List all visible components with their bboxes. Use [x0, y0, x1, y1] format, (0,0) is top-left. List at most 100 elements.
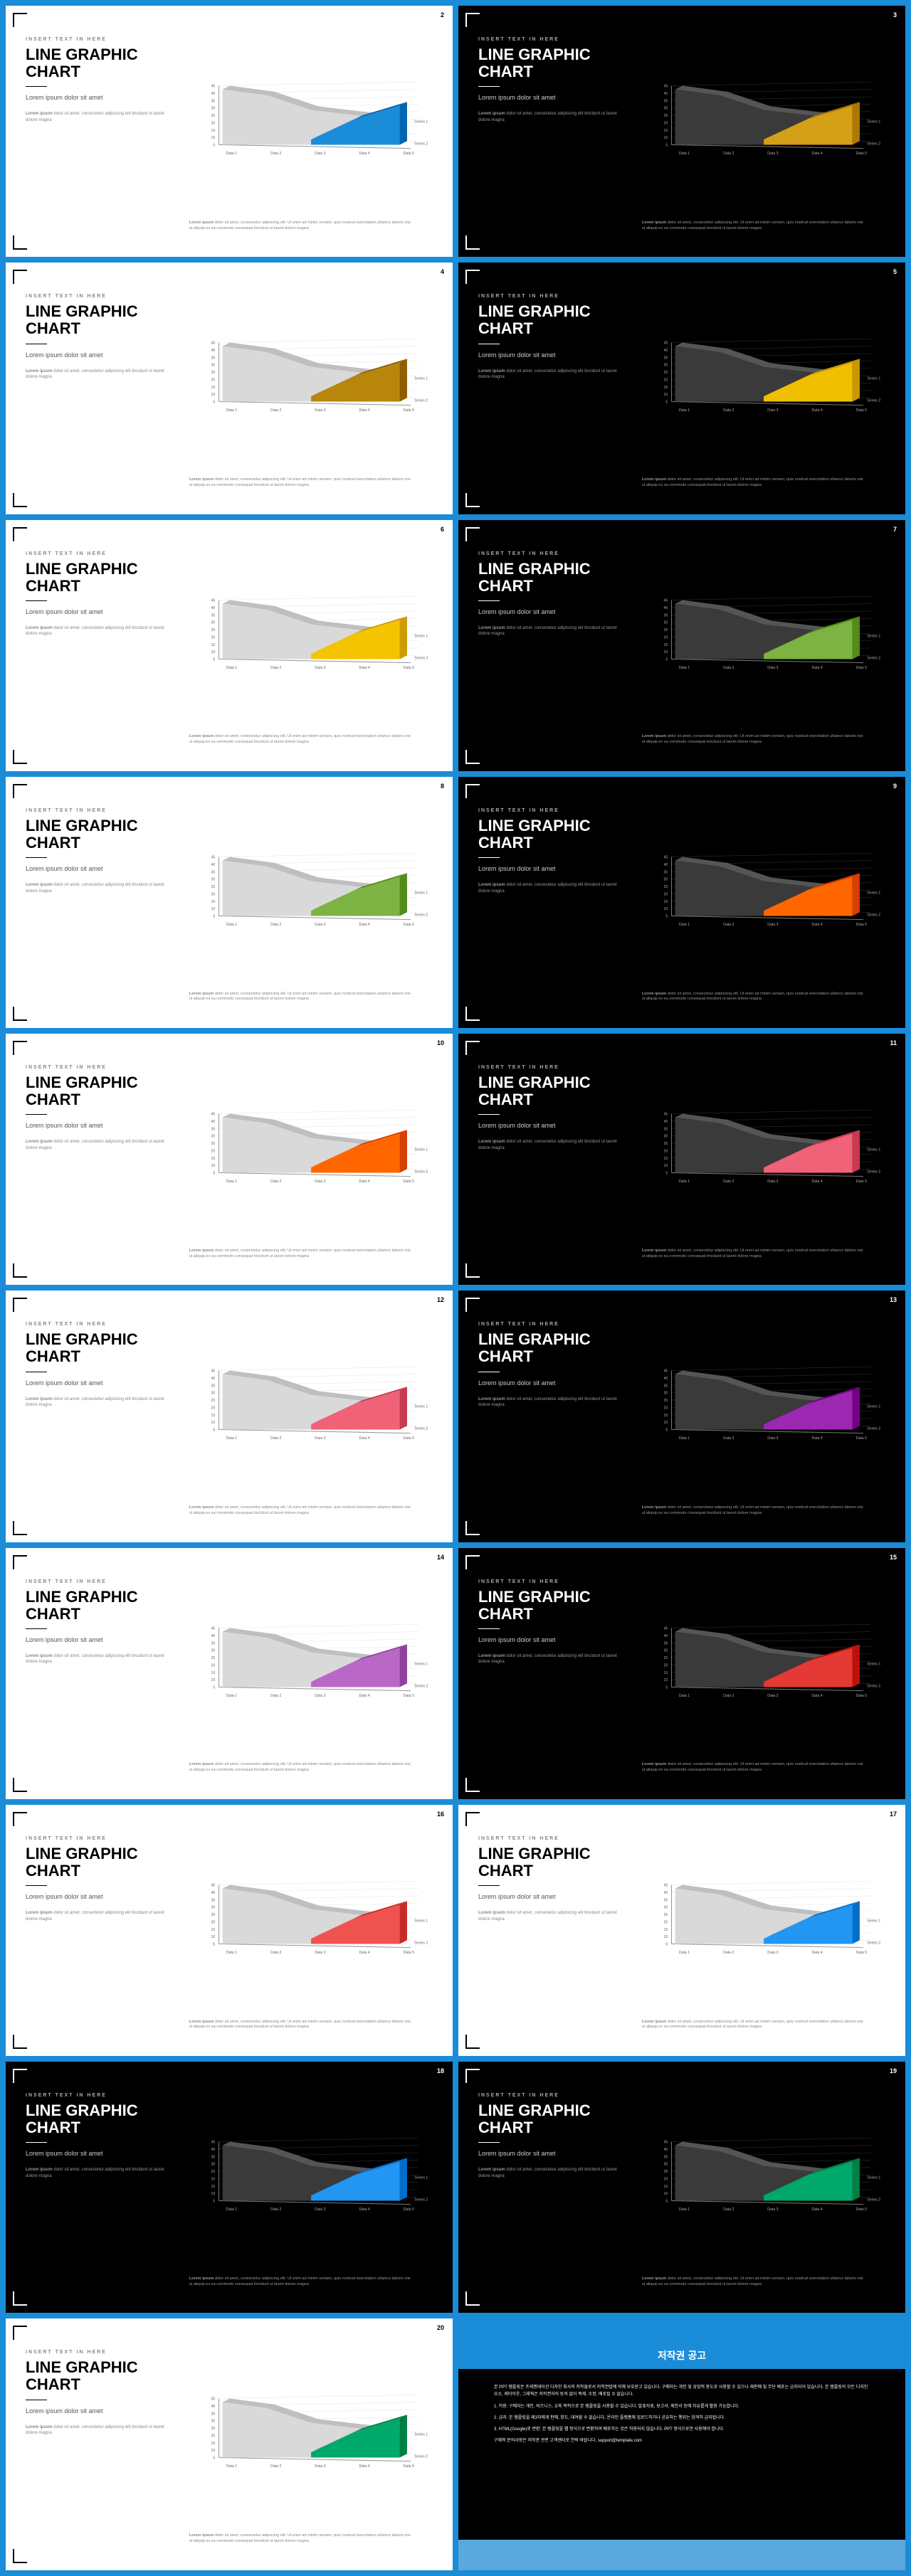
- svg-text:45: 45: [211, 855, 215, 859]
- svg-text:Data 3: Data 3: [767, 152, 778, 156]
- corner-decoration-br: [465, 1521, 480, 1535]
- svg-text:15: 15: [211, 1670, 215, 1675]
- pretitle: INSERT TEXT IN HERE: [26, 808, 175, 813]
- svg-text:30: 30: [663, 877, 668, 881]
- svg-text:Data 4: Data 4: [811, 408, 822, 413]
- svg-text:10: 10: [663, 650, 668, 654]
- svg-text:45: 45: [663, 1626, 668, 1631]
- pretitle: INSERT TEXT IN HERE: [26, 294, 175, 299]
- svg-text:Data 1: Data 1: [226, 2207, 237, 2212]
- svg-text:5: 5: [665, 914, 668, 918]
- svg-text:5: 5: [665, 2200, 668, 2204]
- svg-text:Data 1: Data 1: [679, 2207, 690, 2212]
- footer-text: Lorem ipsum dolor sit amet, consectetur …: [189, 2276, 413, 2287]
- divider: [26, 857, 47, 858]
- svg-text:Series 2: Series 2: [867, 913, 880, 917]
- subtitle: Lorem ipsum dolor sit amet: [478, 1636, 628, 1643]
- svg-text:40: 40: [211, 1377, 215, 1381]
- svg-text:45: 45: [211, 1113, 215, 1117]
- svg-text:Data 5: Data 5: [856, 1180, 867, 1184]
- corner-decoration-br: [465, 1263, 480, 1278]
- text-column: INSERT TEXT IN HERE LINE GRAPHIC CHART L…: [26, 2079, 175, 2296]
- svg-text:Series 1: Series 1: [867, 1147, 880, 1152]
- svg-text:Data 2: Data 2: [270, 923, 281, 927]
- svg-text:30: 30: [211, 2163, 215, 2167]
- svg-text:15: 15: [211, 1414, 215, 1418]
- svg-text:Data 2: Data 2: [723, 1693, 734, 1697]
- svg-text:30: 30: [663, 1648, 668, 1653]
- text-column: INSERT TEXT IN HERE LINE GRAPHIC CHART L…: [26, 1051, 175, 1268]
- svg-text:20: 20: [211, 1406, 215, 1411]
- svg-text:20: 20: [663, 121, 668, 125]
- svg-text:Data 3: Data 3: [315, 1436, 325, 1441]
- page-number: 9: [893, 783, 897, 790]
- svg-text:Data 2: Data 2: [270, 1951, 281, 1955]
- divider: [478, 2142, 500, 2143]
- body-text: Lorem ipsum dolor sit amet, consectetur …: [478, 369, 628, 381]
- svg-text:Data 1: Data 1: [226, 408, 237, 413]
- svg-text:10: 10: [211, 2449, 215, 2453]
- subtitle: Lorem ipsum dolor sit amet: [478, 608, 628, 615]
- corner-decoration-br: [465, 1778, 480, 1792]
- svg-text:15: 15: [663, 642, 668, 647]
- corner-decoration-br: [13, 1521, 27, 1535]
- svg-text:35: 35: [663, 2155, 668, 2159]
- text-column: INSERT TEXT IN HERE LINE GRAPHIC CHART L…: [26, 1822, 175, 2039]
- svg-text:20: 20: [211, 1149, 215, 1153]
- svg-text:Data 3: Data 3: [767, 408, 778, 413]
- svg-text:20: 20: [663, 378, 668, 383]
- svg-text:Data 4: Data 4: [359, 1436, 369, 1441]
- svg-text:25: 25: [663, 371, 668, 375]
- corner-decoration-tl: [13, 2069, 27, 2083]
- pretitle: INSERT TEXT IN HERE: [26, 1322, 175, 1327]
- divider: [26, 86, 47, 87]
- line-area-chart: 45403530252015105 Data 1Data 2Data 3Data…: [642, 544, 885, 722]
- footer-text: Lorem ipsum dolor sit amet, consectetur …: [189, 477, 413, 488]
- svg-text:5: 5: [665, 1429, 668, 1433]
- footer-text: Lorem ipsum dolor sit amet, consectetur …: [189, 2020, 413, 2030]
- svg-text:35: 35: [211, 1898, 215, 1902]
- svg-text:40: 40: [663, 863, 668, 867]
- svg-text:45: 45: [211, 1883, 215, 1887]
- corner-decoration-br: [13, 2035, 27, 2049]
- copyright-title: 저작권 공고: [487, 2340, 877, 2363]
- svg-text:30: 30: [211, 1135, 215, 1139]
- pretitle: INSERT TEXT IN HERE: [478, 808, 628, 813]
- svg-text:5: 5: [213, 914, 215, 918]
- page-number: 4: [441, 268, 444, 275]
- svg-text:Data 4: Data 4: [811, 665, 822, 669]
- svg-text:15: 15: [211, 1928, 215, 1932]
- svg-text:Data 3: Data 3: [767, 665, 778, 669]
- pretitle: INSERT TEXT IN HERE: [478, 37, 628, 42]
- svg-text:Series 2: Series 2: [414, 1941, 428, 1945]
- svg-text:15: 15: [663, 1157, 668, 1161]
- pretitle: INSERT TEXT IN HERE: [26, 1065, 175, 1070]
- corner-decoration-tl: [465, 13, 480, 27]
- text-column: INSERT TEXT IN HERE LINE GRAPHIC CHART L…: [478, 1308, 628, 1525]
- svg-text:40: 40: [211, 863, 215, 867]
- svg-text:20: 20: [663, 892, 668, 896]
- svg-text:35: 35: [663, 1384, 668, 1389]
- slide-20: 20 INSERT TEXT IN HERE LINE GRAPHIC CHAR…: [6, 2318, 453, 2570]
- subtitle: Lorem ipsum dolor sit amet: [26, 608, 175, 615]
- svg-text:Series 2: Series 2: [867, 142, 880, 146]
- corner-decoration-tl: [465, 1298, 480, 1312]
- svg-text:Data 1: Data 1: [679, 1693, 690, 1697]
- svg-text:45: 45: [211, 598, 215, 603]
- pretitle: INSERT TEXT IN HERE: [478, 2093, 628, 2098]
- svg-text:10: 10: [211, 1678, 215, 1682]
- svg-text:Series 1: Series 1: [414, 891, 428, 895]
- svg-text:Data 4: Data 4: [359, 152, 369, 156]
- svg-text:20: 20: [211, 1920, 215, 1924]
- svg-text:30: 30: [663, 1392, 668, 1396]
- svg-text:Data 5: Data 5: [856, 1693, 867, 1697]
- page-number: 14: [437, 1554, 444, 1561]
- footer-text: Lorem ipsum dolor sit amet, consectetur …: [642, 1249, 865, 1259]
- corner-decoration-tl: [13, 270, 27, 284]
- chart-column: 45403530252015105 Data 1Data 2Data 3Data…: [642, 1565, 885, 1782]
- subtitle: Lorem ipsum dolor sit amet: [26, 94, 175, 101]
- svg-text:25: 25: [211, 1399, 215, 1403]
- svg-text:35: 35: [211, 1127, 215, 1131]
- slide-title: LINE GRAPHIC CHART: [478, 303, 628, 337]
- divider: [478, 1885, 500, 1886]
